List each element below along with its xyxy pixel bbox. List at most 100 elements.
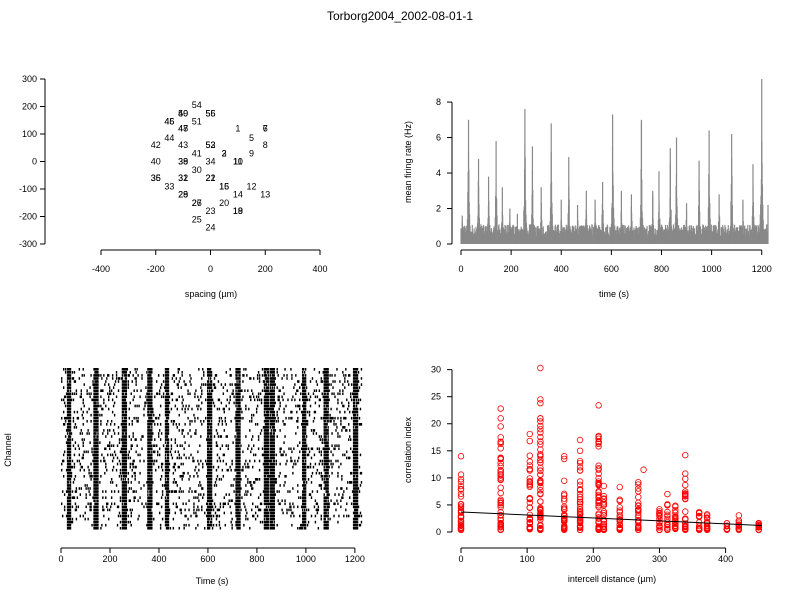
spike — [265, 465, 268, 469]
spike — [189, 429, 191, 432]
x-tick-label: 800 — [654, 264, 669, 274]
spike — [301, 404, 304, 408]
spike — [69, 484, 72, 487]
spike — [353, 383, 356, 386]
spike — [105, 380, 107, 383]
spike — [93, 450, 95, 454]
spike — [356, 465, 359, 469]
x-axis-title: time (s) — [599, 289, 629, 299]
spike — [190, 453, 192, 457]
spike — [318, 462, 321, 466]
spike — [328, 493, 330, 496]
spike — [272, 416, 274, 420]
spike — [328, 447, 330, 451]
spike — [95, 453, 97, 457]
spike — [209, 423, 212, 426]
x-tick-label: 400 — [312, 264, 327, 274]
spike — [319, 438, 322, 441]
spike — [145, 502, 147, 506]
spike — [203, 383, 205, 386]
spike — [323, 447, 325, 451]
spike — [66, 450, 69, 454]
spike — [123, 416, 126, 420]
spike — [68, 410, 71, 414]
spike — [166, 413, 169, 417]
spike — [326, 474, 328, 478]
spike — [97, 392, 99, 396]
spike — [352, 450, 355, 454]
spike — [167, 447, 170, 451]
spike — [121, 380, 124, 383]
spike — [251, 447, 253, 451]
spike — [342, 404, 344, 408]
spike — [122, 444, 125, 448]
spike — [190, 383, 192, 386]
spike — [244, 462, 246, 466]
spike — [300, 496, 302, 499]
spike — [271, 484, 274, 487]
spike — [349, 395, 352, 399]
spike — [353, 487, 356, 490]
spike — [121, 471, 124, 475]
spike — [273, 380, 275, 383]
spike — [206, 493, 209, 496]
spike — [147, 505, 149, 509]
electrode-label: 34 — [205, 157, 215, 167]
spike — [271, 505, 274, 509]
x-tick-label: -400 — [92, 264, 110, 274]
spike — [307, 453, 310, 457]
spike — [120, 478, 123, 481]
spike — [147, 438, 149, 441]
spike — [327, 459, 329, 463]
spike — [94, 386, 96, 389]
spike — [66, 444, 69, 448]
spike — [135, 377, 137, 380]
spike — [344, 380, 346, 383]
spike — [108, 407, 110, 411]
spike — [352, 389, 355, 392]
spike — [220, 478, 223, 481]
spike — [82, 410, 84, 414]
spike — [332, 386, 334, 389]
spike — [330, 462, 332, 466]
spike — [268, 474, 271, 478]
spike — [306, 465, 309, 469]
spike — [323, 435, 325, 438]
electrode-label: 3 — [222, 148, 227, 158]
spike — [254, 423, 257, 426]
spike — [267, 450, 270, 454]
spike — [235, 374, 237, 377]
spike — [125, 484, 128, 487]
spike — [150, 490, 152, 493]
spike — [141, 377, 143, 380]
spike — [66, 429, 69, 432]
spike — [304, 404, 307, 408]
spike — [81, 432, 83, 435]
spike — [243, 502, 245, 506]
electrode-label: 26 — [192, 198, 202, 208]
spike — [239, 374, 241, 377]
spike — [81, 438, 83, 441]
spike — [139, 395, 141, 399]
spike — [125, 432, 128, 435]
spike — [352, 487, 355, 490]
spike — [206, 438, 209, 441]
spike — [273, 462, 275, 466]
spike — [353, 471, 356, 475]
spike — [120, 423, 123, 426]
spike — [152, 419, 154, 423]
spike — [102, 508, 104, 512]
spike — [73, 380, 76, 383]
spike — [193, 511, 195, 515]
spike — [302, 432, 305, 435]
spike — [82, 444, 84, 448]
spike — [208, 438, 211, 441]
spike — [238, 407, 240, 411]
spike — [124, 410, 127, 414]
spike — [89, 508, 91, 512]
spike — [267, 374, 270, 377]
spike — [326, 404, 328, 408]
spike — [357, 487, 360, 490]
y-tick-label: -100 — [19, 184, 37, 194]
spike — [236, 386, 238, 389]
